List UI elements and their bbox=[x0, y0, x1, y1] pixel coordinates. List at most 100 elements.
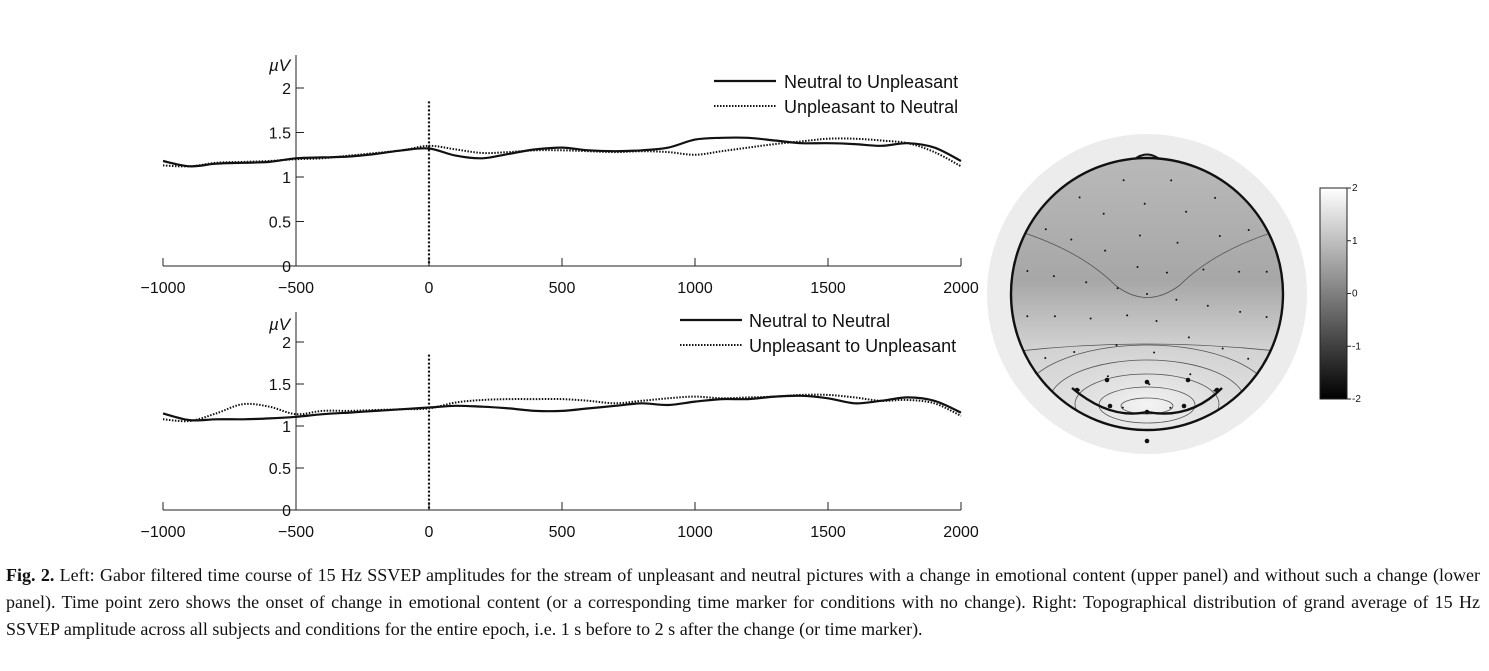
electrode-dot bbox=[1218, 235, 1221, 237]
electrode-dot bbox=[1085, 281, 1088, 284]
electrode-dot bbox=[1136, 266, 1139, 268]
y-tick-label: 0.5 bbox=[269, 461, 291, 478]
cluster-electrode-dot bbox=[1185, 377, 1191, 383]
x-tick-labels: −1000 −500 0 500 1000 1500 2000 bbox=[141, 502, 979, 541]
series-line-unpleasant-to-neutral bbox=[162, 137, 962, 168]
x-tick-label: 1500 bbox=[810, 280, 846, 297]
contour-line bbox=[1011, 343, 1283, 353]
electrode-dot bbox=[1143, 202, 1146, 205]
electrode-dot bbox=[1102, 212, 1105, 215]
caption-text: Left: Gabor filtered time course of 15 H… bbox=[6, 565, 1480, 639]
electrode-dot bbox=[1116, 287, 1119, 290]
electrode-dot bbox=[1247, 229, 1250, 231]
x-tick-label: −1000 bbox=[141, 280, 186, 297]
electrode-dot bbox=[1026, 315, 1029, 318]
electrode-dot bbox=[1089, 317, 1092, 320]
sensor-cluster-outline bbox=[1071, 387, 1223, 415]
x-tick-label: 2000 bbox=[943, 280, 979, 297]
electrode-dot bbox=[1187, 336, 1190, 339]
legend-label-neutral-to-unpleasant: Neutral to Unpleasant bbox=[784, 72, 958, 92]
legend-label-unpleasant-to-unpleasant: Unpleasant to Unpleasant bbox=[749, 336, 956, 356]
y-tick-label: 1 bbox=[282, 419, 291, 436]
colorbar: 2 1 0 -1 -2 bbox=[1319, 183, 1361, 405]
electrode-dot bbox=[1121, 406, 1124, 409]
contour-lines bbox=[1011, 229, 1283, 430]
electrode-dot bbox=[1106, 375, 1109, 378]
x-tick-label: −500 bbox=[278, 524, 314, 541]
y-tick-label: 2 bbox=[282, 81, 291, 98]
x-tick-label: 0 bbox=[425, 280, 434, 297]
colorbar-tick-label: -1 bbox=[1352, 341, 1361, 352]
electrode-dot bbox=[1153, 351, 1156, 354]
x-tick-label: 0 bbox=[425, 524, 434, 541]
electrode-dot bbox=[1176, 241, 1179, 244]
electrode-dot bbox=[1221, 347, 1224, 350]
legend: Neutral to Unpleasant Unpleasant to Neut… bbox=[714, 72, 958, 117]
y-tick-labels: 0 0.5 1 1.5 2 bbox=[269, 81, 304, 276]
x-tick-label: 2000 bbox=[943, 524, 979, 541]
x-tick-label: 1000 bbox=[677, 524, 713, 541]
colorbar-tick-label: 0 bbox=[1352, 289, 1358, 300]
colorbar-tick-label: -2 bbox=[1352, 394, 1361, 405]
y-tick-label: 0 bbox=[282, 259, 291, 276]
colorbar-tick-label: 1 bbox=[1352, 236, 1358, 247]
legend-label-neutral-to-neutral: Neutral to Neutral bbox=[749, 311, 890, 331]
y-tick-label: 1.5 bbox=[269, 377, 291, 394]
electrode-dot bbox=[1202, 268, 1205, 271]
x-tick-label: 1000 bbox=[677, 280, 713, 297]
cluster-electrode-dot bbox=[1104, 377, 1110, 383]
electrode-dot bbox=[1189, 373, 1192, 376]
upper-panel: µV 0 0.5 1 1.5 2 −1000 −500 0 500 1000 1500 2000 N… bbox=[141, 55, 979, 297]
x-tick-label: 500 bbox=[549, 524, 576, 541]
electrode-dot bbox=[1115, 344, 1118, 347]
electrode-dot bbox=[1206, 304, 1209, 307]
electrode-dot bbox=[1238, 270, 1241, 273]
x-tick-label: 1500 bbox=[810, 524, 846, 541]
y-tick-label: 2 bbox=[282, 335, 291, 352]
electrode-dot bbox=[1265, 316, 1268, 318]
legend-label-unpleasant-to-neutral: Unpleasant to Neutral bbox=[784, 97, 958, 117]
figure: µV 00.511.52 −1000 −500 0 500 1000 1500 2000 N… bbox=[141, 55, 1361, 541]
electrode-dot bbox=[1044, 357, 1047, 359]
topography-map bbox=[987, 134, 1307, 454]
electrode-dot bbox=[1169, 406, 1172, 409]
electrode-dot bbox=[1126, 314, 1129, 317]
contour-line bbox=[1074, 373, 1220, 430]
y-unit-label: µV bbox=[268, 315, 292, 334]
head-outline bbox=[1009, 156, 1285, 432]
contour-line bbox=[1014, 229, 1281, 298]
cluster-electrode-dot bbox=[1181, 403, 1187, 409]
electrode-dot bbox=[1170, 179, 1173, 182]
electrode-dot bbox=[1138, 234, 1141, 237]
cluster-electrode-dot bbox=[1144, 379, 1150, 385]
electrode-dot bbox=[1265, 270, 1268, 273]
electrode-dot bbox=[1214, 196, 1217, 199]
electrode-dot bbox=[1247, 357, 1250, 360]
colorbar-tick-label: 2 bbox=[1352, 183, 1358, 194]
y-tick-label: 0 bbox=[282, 503, 291, 520]
electrode-dot bbox=[1185, 210, 1188, 213]
figure-caption: Fig. 2. Left: Gabor filtered time course… bbox=[6, 562, 1480, 643]
y-tick-label: 1 bbox=[282, 170, 291, 187]
y-tick-label: 0.5 bbox=[269, 215, 291, 232]
occipital-peak-area bbox=[1017, 335, 1277, 430]
y-tick-labels: 0 0.5 1 1.5 2 bbox=[269, 335, 304, 520]
cluster-electrode-dot bbox=[1144, 438, 1150, 444]
electrode-dot bbox=[1104, 249, 1107, 252]
electrode-dot bbox=[1165, 271, 1168, 274]
electrode-dot bbox=[1078, 196, 1081, 199]
series-line-neutral-to-neutral bbox=[162, 394, 962, 422]
electrode-dot bbox=[1044, 228, 1047, 231]
electrode-dot bbox=[1070, 238, 1073, 241]
legend: Neutral to Neutral Unpleasant to Unpleas… bbox=[680, 311, 956, 356]
electrode-dot bbox=[1148, 383, 1151, 386]
electrode-dot bbox=[1052, 275, 1055, 278]
electrode-dot bbox=[1053, 315, 1056, 318]
y-unit-label: µV bbox=[268, 56, 292, 75]
caption-label: Fig. 2. bbox=[6, 565, 55, 585]
colorbar-tick-labels: 2 1 0 -1 -2 bbox=[1347, 183, 1361, 405]
electrode-dot bbox=[1122, 179, 1125, 182]
electrode-dot bbox=[1073, 351, 1076, 353]
electrode-dot bbox=[1175, 298, 1178, 301]
x-tick-label: −500 bbox=[278, 280, 314, 297]
